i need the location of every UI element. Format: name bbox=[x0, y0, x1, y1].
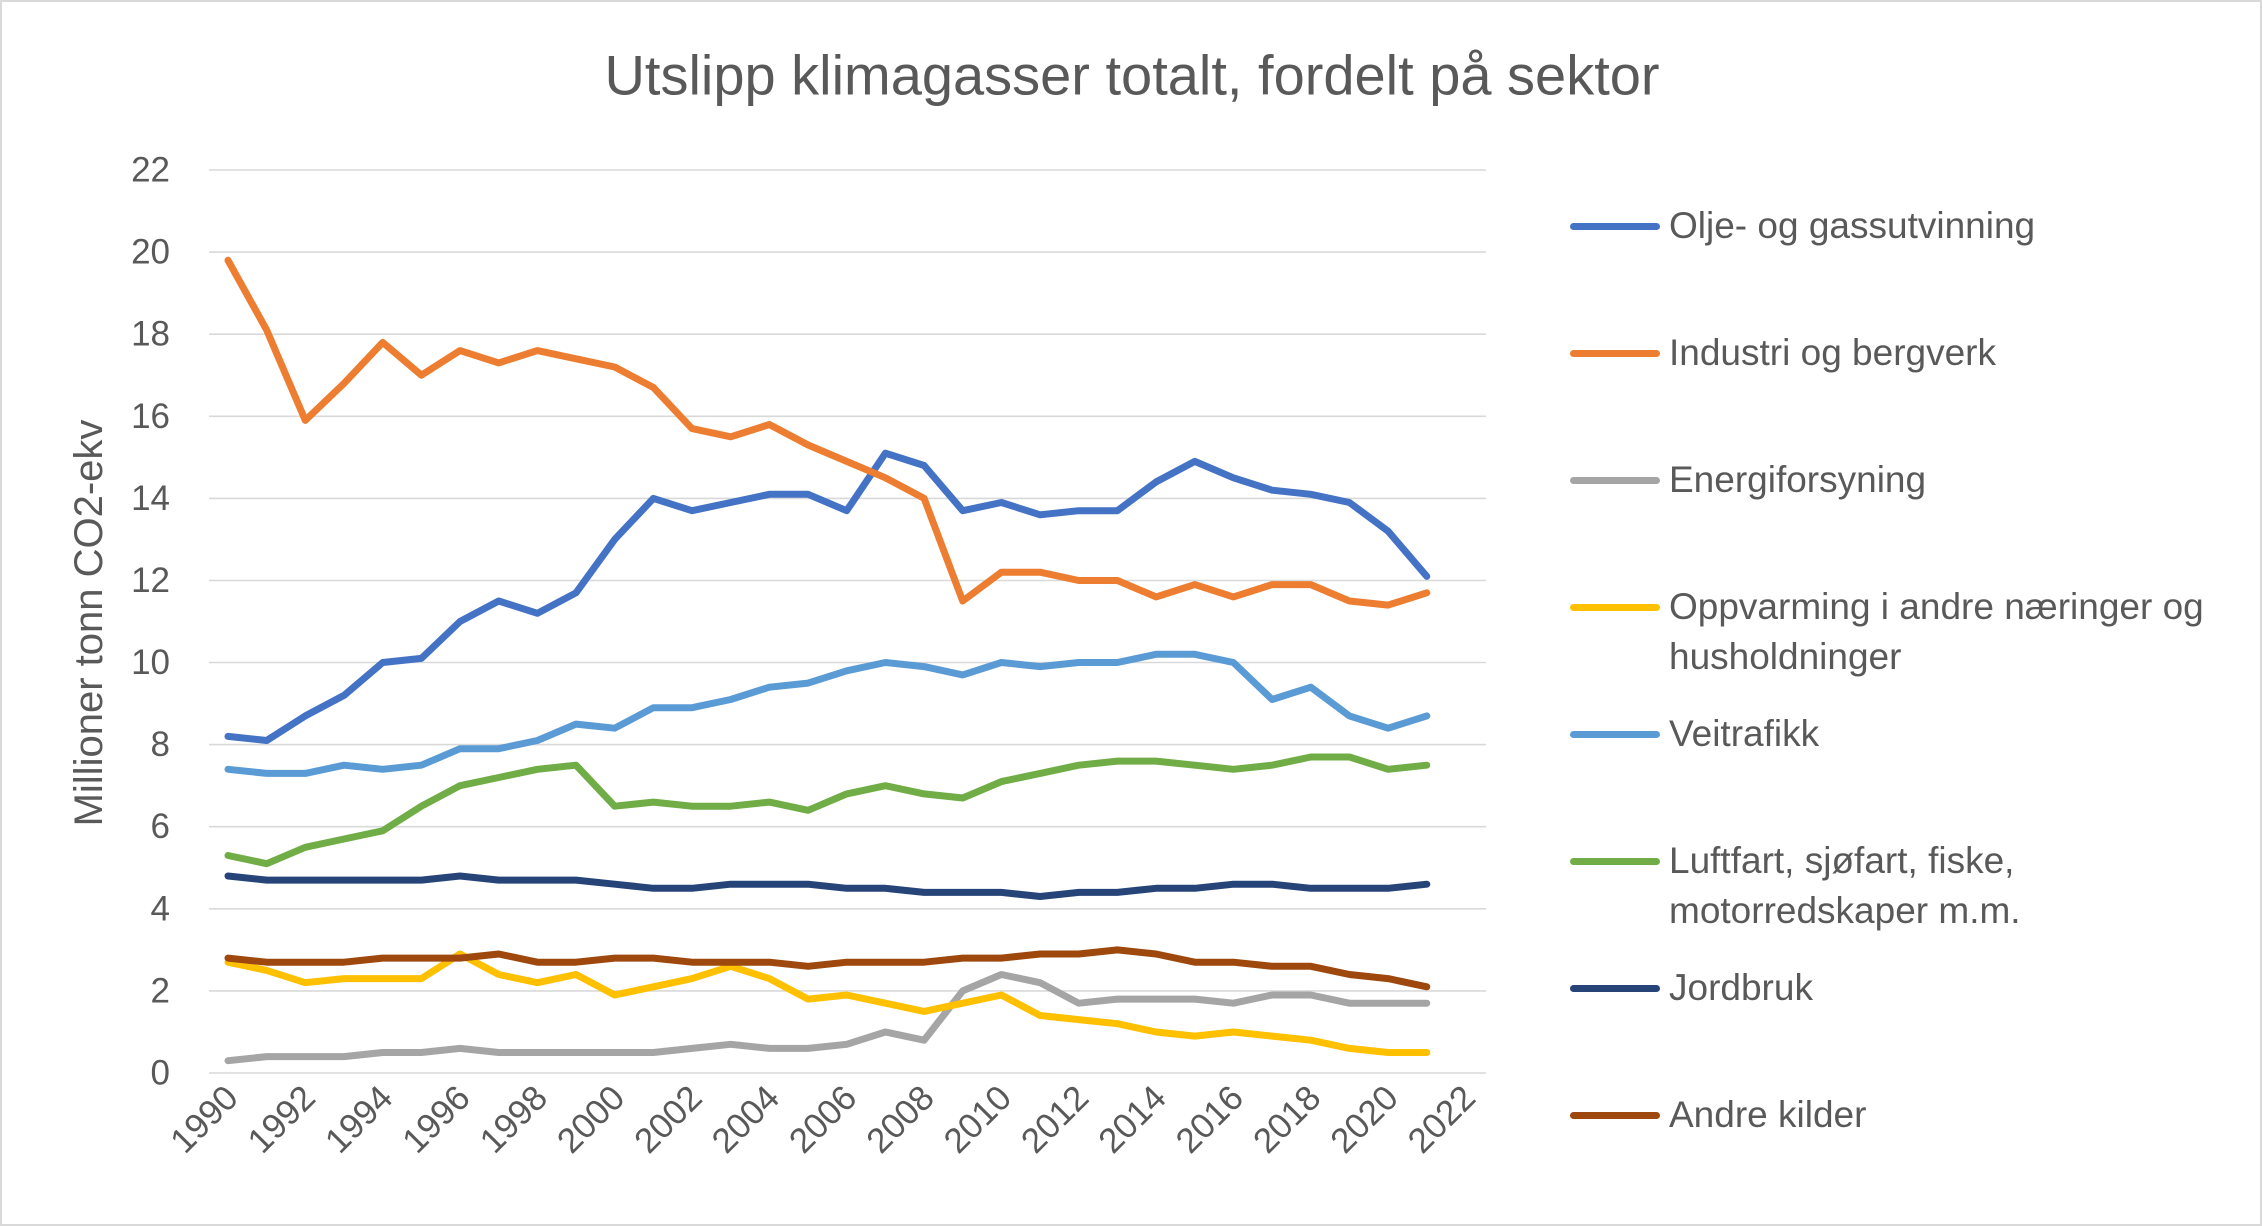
chart-title: Utslipp klimagasser totalt, fordelt på s… bbox=[604, 44, 1659, 107]
series-line-veitrafikk bbox=[224, 650, 1431, 777]
x-tick-label: 2012 bbox=[1014, 1078, 1097, 1161]
legend-swatch bbox=[1570, 731, 1660, 738]
legend-item: Andre kilder bbox=[1570, 1090, 2239, 1140]
x-tick-label: 1990 bbox=[163, 1078, 246, 1161]
y-tick-label: 18 bbox=[131, 315, 170, 354]
x-tick-label: 2006 bbox=[782, 1078, 865, 1161]
x-tick-label: 2010 bbox=[936, 1078, 1019, 1161]
series-line-oppvarming-i-andre-næringer-og-husholdninger bbox=[224, 950, 1431, 1056]
x-tick-label: 2020 bbox=[1323, 1078, 1406, 1161]
legend-swatch bbox=[1570, 350, 1660, 357]
x-tick-label: 2002 bbox=[627, 1078, 710, 1161]
series-line-luftfart-sjøfart-fiske-motorredskaper-m-m bbox=[224, 753, 1431, 868]
legend-swatch bbox=[1570, 477, 1660, 484]
legend-label: Jordbruk bbox=[1669, 967, 1813, 1008]
y-tick-label: 12 bbox=[131, 561, 170, 600]
y-tick-label: 20 bbox=[131, 233, 170, 272]
legend-label: Energiforsyning bbox=[1669, 459, 1927, 500]
x-tick-label: 2004 bbox=[704, 1078, 787, 1161]
x-tick-label: 1992 bbox=[240, 1078, 323, 1161]
x-tick-label: 2014 bbox=[1091, 1078, 1174, 1161]
y-tick-label: 8 bbox=[151, 725, 170, 764]
x-tick-label: 2018 bbox=[1246, 1078, 1329, 1161]
legend-item: Luftfart, sjøfart, fiske, motorredskaper… bbox=[1570, 836, 2239, 936]
legend: Olje- og gassutvinning Industri og bergve… bbox=[1570, 0, 2250, 1226]
y-axis-label: Millioner tonn CO2-ekv bbox=[67, 420, 111, 827]
y-tick-label: 6 bbox=[151, 807, 170, 846]
series-line-andre-kilder bbox=[224, 946, 1431, 991]
y-tick-label: 16 bbox=[131, 397, 170, 436]
series-line-energiforsyning bbox=[224, 971, 1431, 1065]
x-tick-label: 2000 bbox=[550, 1078, 633, 1161]
x-tick-label: 1994 bbox=[318, 1078, 401, 1161]
legend-item: Veitrafikk bbox=[1570, 709, 2239, 759]
legend-item: Jordbruk bbox=[1570, 963, 2239, 1013]
series-line-olje-og-gassutvinning bbox=[224, 449, 1431, 744]
legend-label: Andre kilder bbox=[1669, 1094, 1867, 1135]
series-line-industri-og-bergverk bbox=[224, 256, 1431, 609]
x-tick-label: 1996 bbox=[395, 1078, 478, 1161]
legend-label: Veitrafikk bbox=[1669, 713, 1820, 754]
legend-item: Energiforsyning bbox=[1570, 455, 2239, 505]
y-tick-label: 2 bbox=[151, 971, 170, 1010]
gridlines bbox=[209, 169, 1486, 1074]
x-tick-labels: 1990199219941996199820002002200420062008… bbox=[163, 1078, 1483, 1161]
y-tick-label: 10 bbox=[131, 643, 170, 682]
legend-swatch bbox=[1570, 223, 1660, 230]
x-tick-label: 2022 bbox=[1400, 1078, 1483, 1161]
series-lines bbox=[224, 256, 1431, 1065]
x-tick-label: 1998 bbox=[472, 1078, 555, 1161]
x-tick-label: 2008 bbox=[859, 1078, 942, 1161]
legend-label: Industri og bergverk bbox=[1669, 332, 1997, 373]
x-tick-label: 2016 bbox=[1168, 1078, 1251, 1161]
legend-swatch bbox=[1570, 985, 1660, 992]
legend-label: Oppvarming i andre næringer og husholdni… bbox=[1669, 586, 2204, 677]
legend-item: Oppvarming i andre næringer og husholdni… bbox=[1570, 582, 2239, 682]
legend-swatch bbox=[1570, 604, 1660, 611]
legend-swatch bbox=[1570, 858, 1660, 865]
y-tick-label: 14 bbox=[131, 479, 170, 518]
y-tick-label: 22 bbox=[131, 151, 170, 190]
legend-swatch bbox=[1570, 1112, 1660, 1119]
y-tick-label: 0 bbox=[151, 1054, 170, 1093]
y-tick-labels: 0 2 4 6 8 10 12 14 16 18 20 22 bbox=[131, 151, 170, 1093]
legend-item: Olje- og gassutvinning bbox=[1570, 201, 2239, 251]
series-line-jordbruk bbox=[224, 872, 1431, 900]
legend-label: Olje- og gassutvinning bbox=[1669, 205, 2036, 246]
legend-item: Industri og bergverk bbox=[1570, 328, 2239, 378]
legend-label: Luftfart, sjøfart, fiske, motorredskaper… bbox=[1669, 840, 2021, 931]
y-tick-label: 4 bbox=[151, 889, 170, 928]
